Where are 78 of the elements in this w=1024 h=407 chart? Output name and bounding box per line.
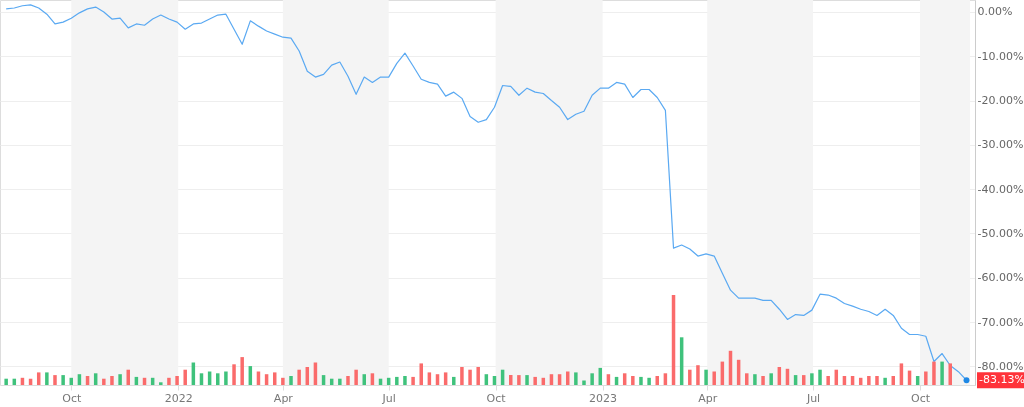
bar	[175, 376, 179, 385]
bar	[61, 375, 65, 385]
y-tick-label: 0.00%	[977, 5, 1013, 19]
bar	[639, 376, 643, 385]
bar	[810, 373, 814, 385]
bar	[517, 375, 521, 385]
bar	[102, 378, 106, 385]
bar	[647, 377, 651, 385]
y-tick-label: -70.00%	[977, 315, 1024, 329]
y-tick-label: -80.00%	[977, 359, 1024, 373]
annotation: -83.13%	[979, 373, 1024, 387]
bar	[240, 357, 244, 385]
x-tick-label: Apr	[698, 391, 718, 405]
bar	[297, 369, 301, 385]
bar	[655, 376, 659, 385]
bar	[419, 363, 423, 385]
bar	[582, 380, 586, 385]
x-tick-label: Oct	[62, 391, 82, 405]
bar	[948, 363, 952, 385]
bar	[354, 369, 358, 385]
x-tick-label: Oct	[910, 391, 931, 405]
x-tick-label: Jul	[805, 391, 821, 405]
bar	[696, 365, 700, 385]
bar	[216, 373, 220, 385]
bar	[232, 364, 236, 385]
bar	[932, 361, 936, 385]
bar	[338, 378, 342, 385]
bar	[525, 375, 529, 385]
bar	[688, 369, 692, 385]
bar	[411, 376, 415, 385]
bar	[883, 377, 887, 385]
bar	[826, 376, 830, 385]
bar	[45, 372, 49, 385]
bar	[159, 382, 163, 385]
x-tick-label: Apr	[273, 391, 294, 405]
y-tick-label: -30.00%	[977, 138, 1024, 152]
bar	[769, 373, 773, 385]
bar	[574, 372, 578, 385]
bar	[476, 367, 480, 385]
bar	[395, 376, 399, 385]
bar	[224, 371, 228, 385]
x-tick-label: Oct	[486, 391, 507, 405]
y-tick-label: -10.00%	[977, 49, 1024, 63]
bar	[53, 375, 57, 385]
x-tick-label: 2022	[164, 391, 193, 405]
x-tick-label: Jul	[381, 391, 396, 405]
bar	[867, 376, 871, 385]
bar	[110, 376, 114, 385]
bar	[761, 376, 765, 385]
bar	[924, 371, 928, 385]
bar	[289, 376, 293, 385]
y-tick-label: -40.00%	[977, 182, 1024, 196]
bar	[346, 376, 350, 385]
bar	[590, 373, 594, 385]
bar	[940, 361, 944, 385]
y-tick-label: -20.00%	[977, 94, 1024, 108]
x-tick-label: 2023	[589, 391, 618, 405]
bar	[631, 376, 635, 385]
bar	[818, 369, 822, 385]
y-tick-label: -60.00%	[977, 271, 1024, 285]
bar	[452, 376, 456, 385]
bar	[509, 375, 513, 385]
bar	[704, 369, 708, 385]
bar	[712, 371, 716, 385]
bar	[4, 378, 8, 385]
bar	[875, 376, 879, 385]
bar	[126, 369, 130, 385]
bar	[118, 374, 122, 385]
bar	[281, 377, 285, 385]
bar	[533, 376, 537, 385]
bar	[468, 369, 472, 385]
bar	[745, 373, 749, 385]
bar	[753, 374, 757, 385]
y-tick-label: -50.00%	[977, 226, 1024, 240]
bar	[183, 369, 187, 385]
bar	[167, 377, 171, 385]
bar	[460, 367, 464, 385]
bar	[403, 376, 407, 385]
